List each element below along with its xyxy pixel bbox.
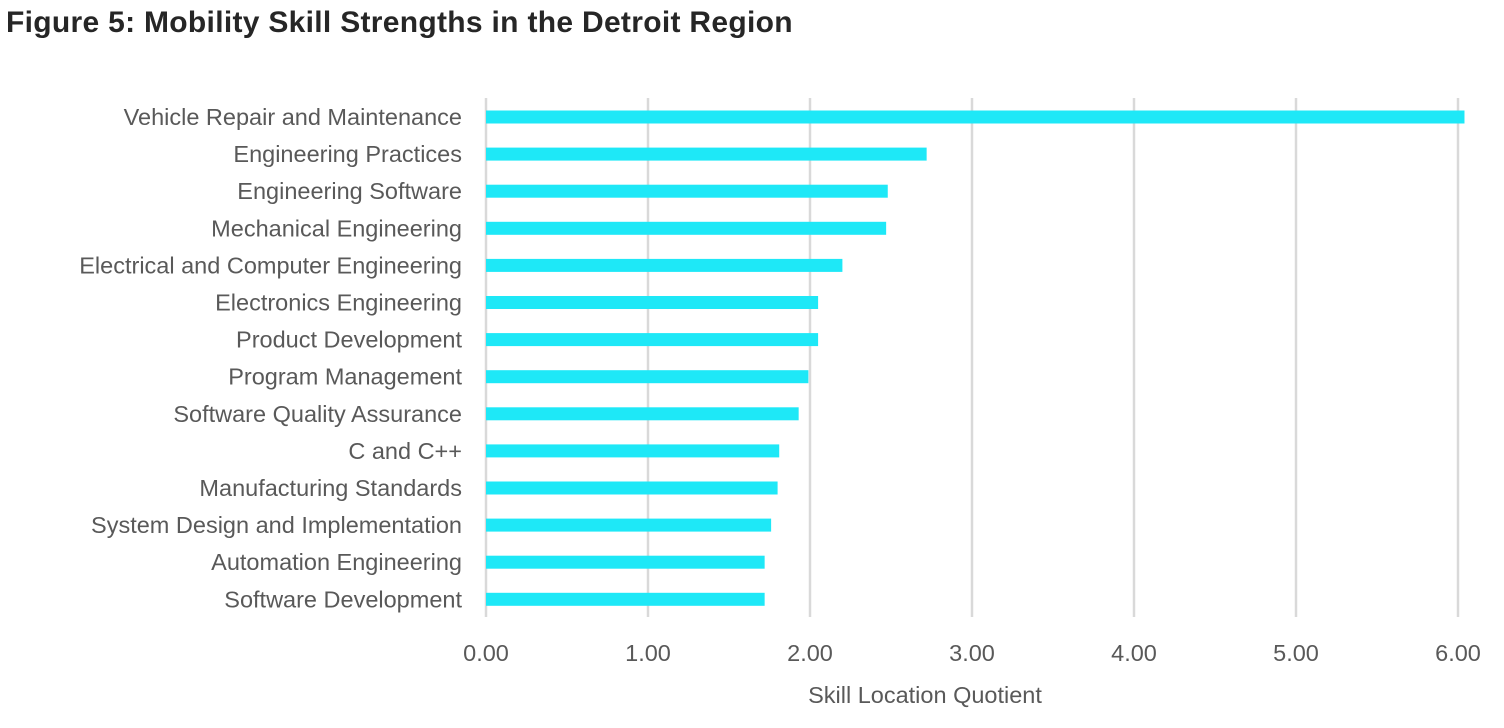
bar [486, 481, 778, 495]
bar [486, 147, 927, 161]
category-label: Engineering Software [237, 178, 462, 204]
gridlines [484, 98, 1460, 617]
category-label: Mechanical Engineering [211, 215, 462, 241]
bar [486, 444, 780, 458]
bar [486, 258, 843, 272]
x-tick-label: 6.00 [1435, 640, 1481, 666]
bar [486, 592, 765, 606]
category-label: Product Development [236, 327, 462, 353]
bar [486, 184, 888, 198]
category-label: System Design and Implementation [91, 512, 462, 538]
category-label: Software Quality Assurance [173, 401, 462, 427]
category-label: Program Management [228, 364, 462, 390]
category-label: Electrical and Computer Engineering [79, 252, 462, 278]
category-label: Vehicle Repair and Maintenance [124, 104, 462, 130]
x-tick-label: 0.00 [463, 640, 509, 666]
bar [486, 110, 1465, 124]
x-axis-title: Skill Location Quotient [808, 682, 1042, 708]
chart-title: Figure 5: Mobility Skill Strengths in th… [6, 6, 793, 39]
x-tick-label: 4.00 [1111, 640, 1157, 666]
category-label: Electronics Engineering [215, 290, 462, 316]
x-tick-label: 5.00 [1273, 640, 1319, 666]
bar [486, 296, 819, 309]
category-label: Automation Engineering [211, 549, 462, 575]
bar [486, 333, 819, 347]
category-label: C and C++ [348, 438, 462, 464]
bar [486, 555, 765, 569]
bar [486, 370, 809, 384]
bar [486, 518, 772, 532]
x-tick-label: 2.00 [787, 640, 833, 666]
x-tick-labels: 0.00 1.00 2.00 3.00 4.00 5.00 6.00 [463, 640, 1481, 666]
bar [486, 407, 799, 421]
x-tick-label: 1.00 [625, 640, 671, 666]
category-labels: Vehicle Repair and Maintenance Engineerin… [79, 104, 462, 612]
bars [486, 110, 1465, 606]
category-label: Software Development [224, 586, 462, 612]
category-label: Manufacturing Standards [199, 475, 462, 501]
x-tick-label: 3.00 [949, 640, 995, 666]
bar [486, 221, 887, 235]
category-label: Engineering Practices [233, 141, 462, 167]
